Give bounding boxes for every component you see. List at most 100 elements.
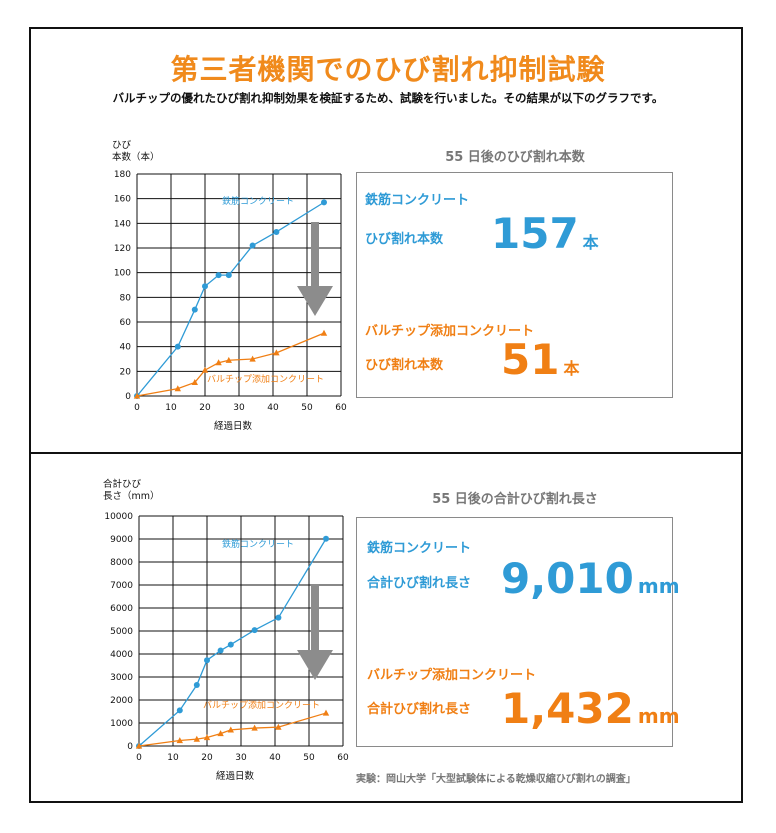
chart1-x-tick-label: 50 — [301, 403, 313, 413]
chart2-x-tick-label: 50 — [303, 753, 315, 763]
chart2-y-tick-label: 3000 — [110, 673, 133, 683]
chart1-x-tick-label: 10 — [165, 403, 177, 413]
count-rebar-unit: 本 — [582, 233, 599, 252]
chart2-fiber-point — [322, 709, 330, 716]
chart1-fiber-point — [320, 329, 328, 336]
chart2-down-arrow-shaft — [311, 584, 319, 652]
source-note: 実験：岡山大学「大型試験体による乾燥収縮ひび割れの調査」 — [356, 774, 636, 785]
chart2-y-tick-label: 1000 — [110, 719, 133, 729]
chart1-series-label-fiber: バルチップ添加コンクリート — [207, 374, 324, 385]
chart1-y-tick-label: 0 — [125, 392, 131, 402]
chart1-rebar-point — [215, 272, 222, 279]
section-divider — [29, 452, 743, 454]
chart2-fiber-point — [217, 730, 224, 737]
chart1-fiber-point — [273, 349, 280, 356]
count-fiber-metric: ひび割れ本数 — [365, 358, 444, 373]
chart1-rebar-point — [202, 283, 208, 290]
chart1-x-tick-label: 60 — [335, 403, 347, 413]
chart1-y-tick-label: 160 — [114, 195, 131, 205]
count-fiber-unit: 本 — [563, 359, 580, 378]
chart2-ylabel-line1: 合計ひび — [103, 479, 142, 490]
chart1-rebar-point — [273, 228, 280, 235]
page-title: 第三者機関でのひび割れ抑制試験 — [170, 53, 606, 86]
chart2-x-tick-label: 60 — [337, 753, 349, 763]
chart1-rebar-point — [225, 272, 232, 279]
chart2-y-tick-label: 0 — [127, 742, 133, 752]
chart2-fiber-point — [176, 737, 183, 744]
count-panel-title: 55 日後のひび割れ本数 — [445, 150, 585, 165]
chart2-rebar-point — [204, 657, 210, 664]
chart2-rebar-point — [217, 647, 224, 654]
chart1-rebar-point — [321, 199, 327, 206]
chart1-series-line-fiber — [136, 332, 325, 397]
count-rebar-value: 157 — [491, 209, 579, 258]
chart1-y-tick-label: 40 — [120, 343, 132, 353]
chart2-fiber-point — [203, 734, 211, 741]
length-fiber-metric: 合計ひび割れ長さ — [367, 702, 472, 717]
count-fiber-name: バルチップ添加コンクリート — [365, 324, 535, 339]
chart2-series-line-fiber — [138, 712, 327, 747]
chart2-x-tick-label: 20 — [201, 753, 213, 763]
chart1-ylabel-line1: ひび — [112, 140, 132, 151]
chart2-ylabel-line2: 長さ（mm） — [103, 491, 160, 502]
chart2-fiber-point — [251, 724, 258, 731]
chart2-down-arrow-head — [297, 650, 333, 680]
chart1-ylabel: ひび 本数（本） — [112, 140, 160, 164]
chart1-ylabel-line2: 本数（本） — [112, 152, 160, 163]
length-rebar-metric: 合計ひび割れ長さ — [367, 576, 472, 591]
chart1-down-arrow-shaft — [311, 222, 319, 288]
chart1-rebar-point — [191, 306, 198, 313]
chart1-fiber-point — [174, 385, 181, 392]
chart2-y-tick-label: 8000 — [110, 558, 133, 568]
chart2-x-tick-label: 0 — [136, 753, 142, 763]
chart2-y-tick-label: 2000 — [110, 696, 133, 706]
chart1-y-tick-label: 180 — [114, 170, 131, 180]
chart2-fiber-point — [193, 735, 200, 742]
chart2-y-tick-label: 10000 — [104, 512, 133, 522]
count-fiber-value-group: 51 本 — [501, 339, 579, 381]
chart1-rebar-point — [174, 343, 181, 350]
chart1-fiber-point — [249, 355, 256, 362]
chart1-y-tick-label: 140 — [114, 219, 131, 229]
chart1-series-label-rebar: 鉄筋コンクリート — [222, 195, 294, 207]
chart2-fiber-point — [275, 723, 282, 730]
chart1-series-line-rebar — [136, 201, 325, 397]
count-rebar-value-group: 157 本 — [491, 213, 599, 255]
length-result-box: 鉄筋コンクリート 合計ひび割れ長さ 9,010 mm バルチップ添加コンクリート … — [356, 517, 680, 747]
chart1-x-tick-label: 40 — [267, 403, 279, 413]
length-rebar-name: 鉄筋コンクリート — [367, 541, 472, 556]
chart2-rebar-point — [176, 707, 183, 714]
outer-frame — [29, 27, 743, 803]
chart1-y-tick-label: 120 — [114, 244, 131, 254]
chart1-x-tick-label: 0 — [134, 403, 140, 413]
chart2-x-tick-label: 30 — [235, 753, 247, 763]
chart2-rebar-point — [275, 614, 282, 621]
chart1-y-tick-label: 60 — [120, 318, 132, 328]
chart1-y-tick-label: 20 — [120, 367, 132, 377]
chart2-ylabel: 合計ひび 長さ（mm） — [103, 479, 160, 503]
length-rebar-value: 9,010 — [501, 554, 634, 603]
chart1-x-axis-label: 経過日数 — [214, 420, 253, 432]
chart1-fiber-point — [133, 392, 141, 399]
chart2-rebar-point — [193, 682, 200, 689]
chart1-down-arrow-head — [297, 286, 333, 316]
chart2-x-axis-label: 経過日数 — [216, 770, 255, 782]
count-rebar-name: 鉄筋コンクリート — [365, 193, 470, 208]
chart1-x-tick-label: 30 — [233, 403, 245, 413]
chart2-fiber-point — [227, 726, 234, 733]
chart1-x-tick-label: 20 — [199, 403, 211, 413]
chart2-series-label-rebar: 鉄筋コンクリート — [222, 538, 294, 550]
length-rebar-unit: mm — [637, 574, 680, 598]
chart1-fiber-point — [191, 379, 198, 386]
length-fiber-name: バルチップ添加コンクリート — [367, 668, 537, 683]
chart2-y-tick-label: 9000 — [110, 535, 133, 545]
chart2-rebar-point — [323, 535, 329, 542]
count-result-box: 鉄筋コンクリート ひび割れ本数 157 本 バルチップ添加コンクリート ひび割れ本… — [356, 172, 673, 398]
chart2-series-label-fiber: バルチップ添加コンクリート — [203, 700, 320, 711]
length-panel-title: 55 日後の合計ひび割れ長さ — [432, 492, 598, 507]
length-rebar-value-group: 9,010 mm — [501, 558, 680, 600]
chart1-fiber-point — [215, 359, 222, 366]
page-subtitle: バルチップの優れたひび割れ抑制効果を検証するため、試験を行いました。その結果が以… — [112, 91, 664, 105]
count-fiber-value: 51 — [501, 335, 560, 384]
